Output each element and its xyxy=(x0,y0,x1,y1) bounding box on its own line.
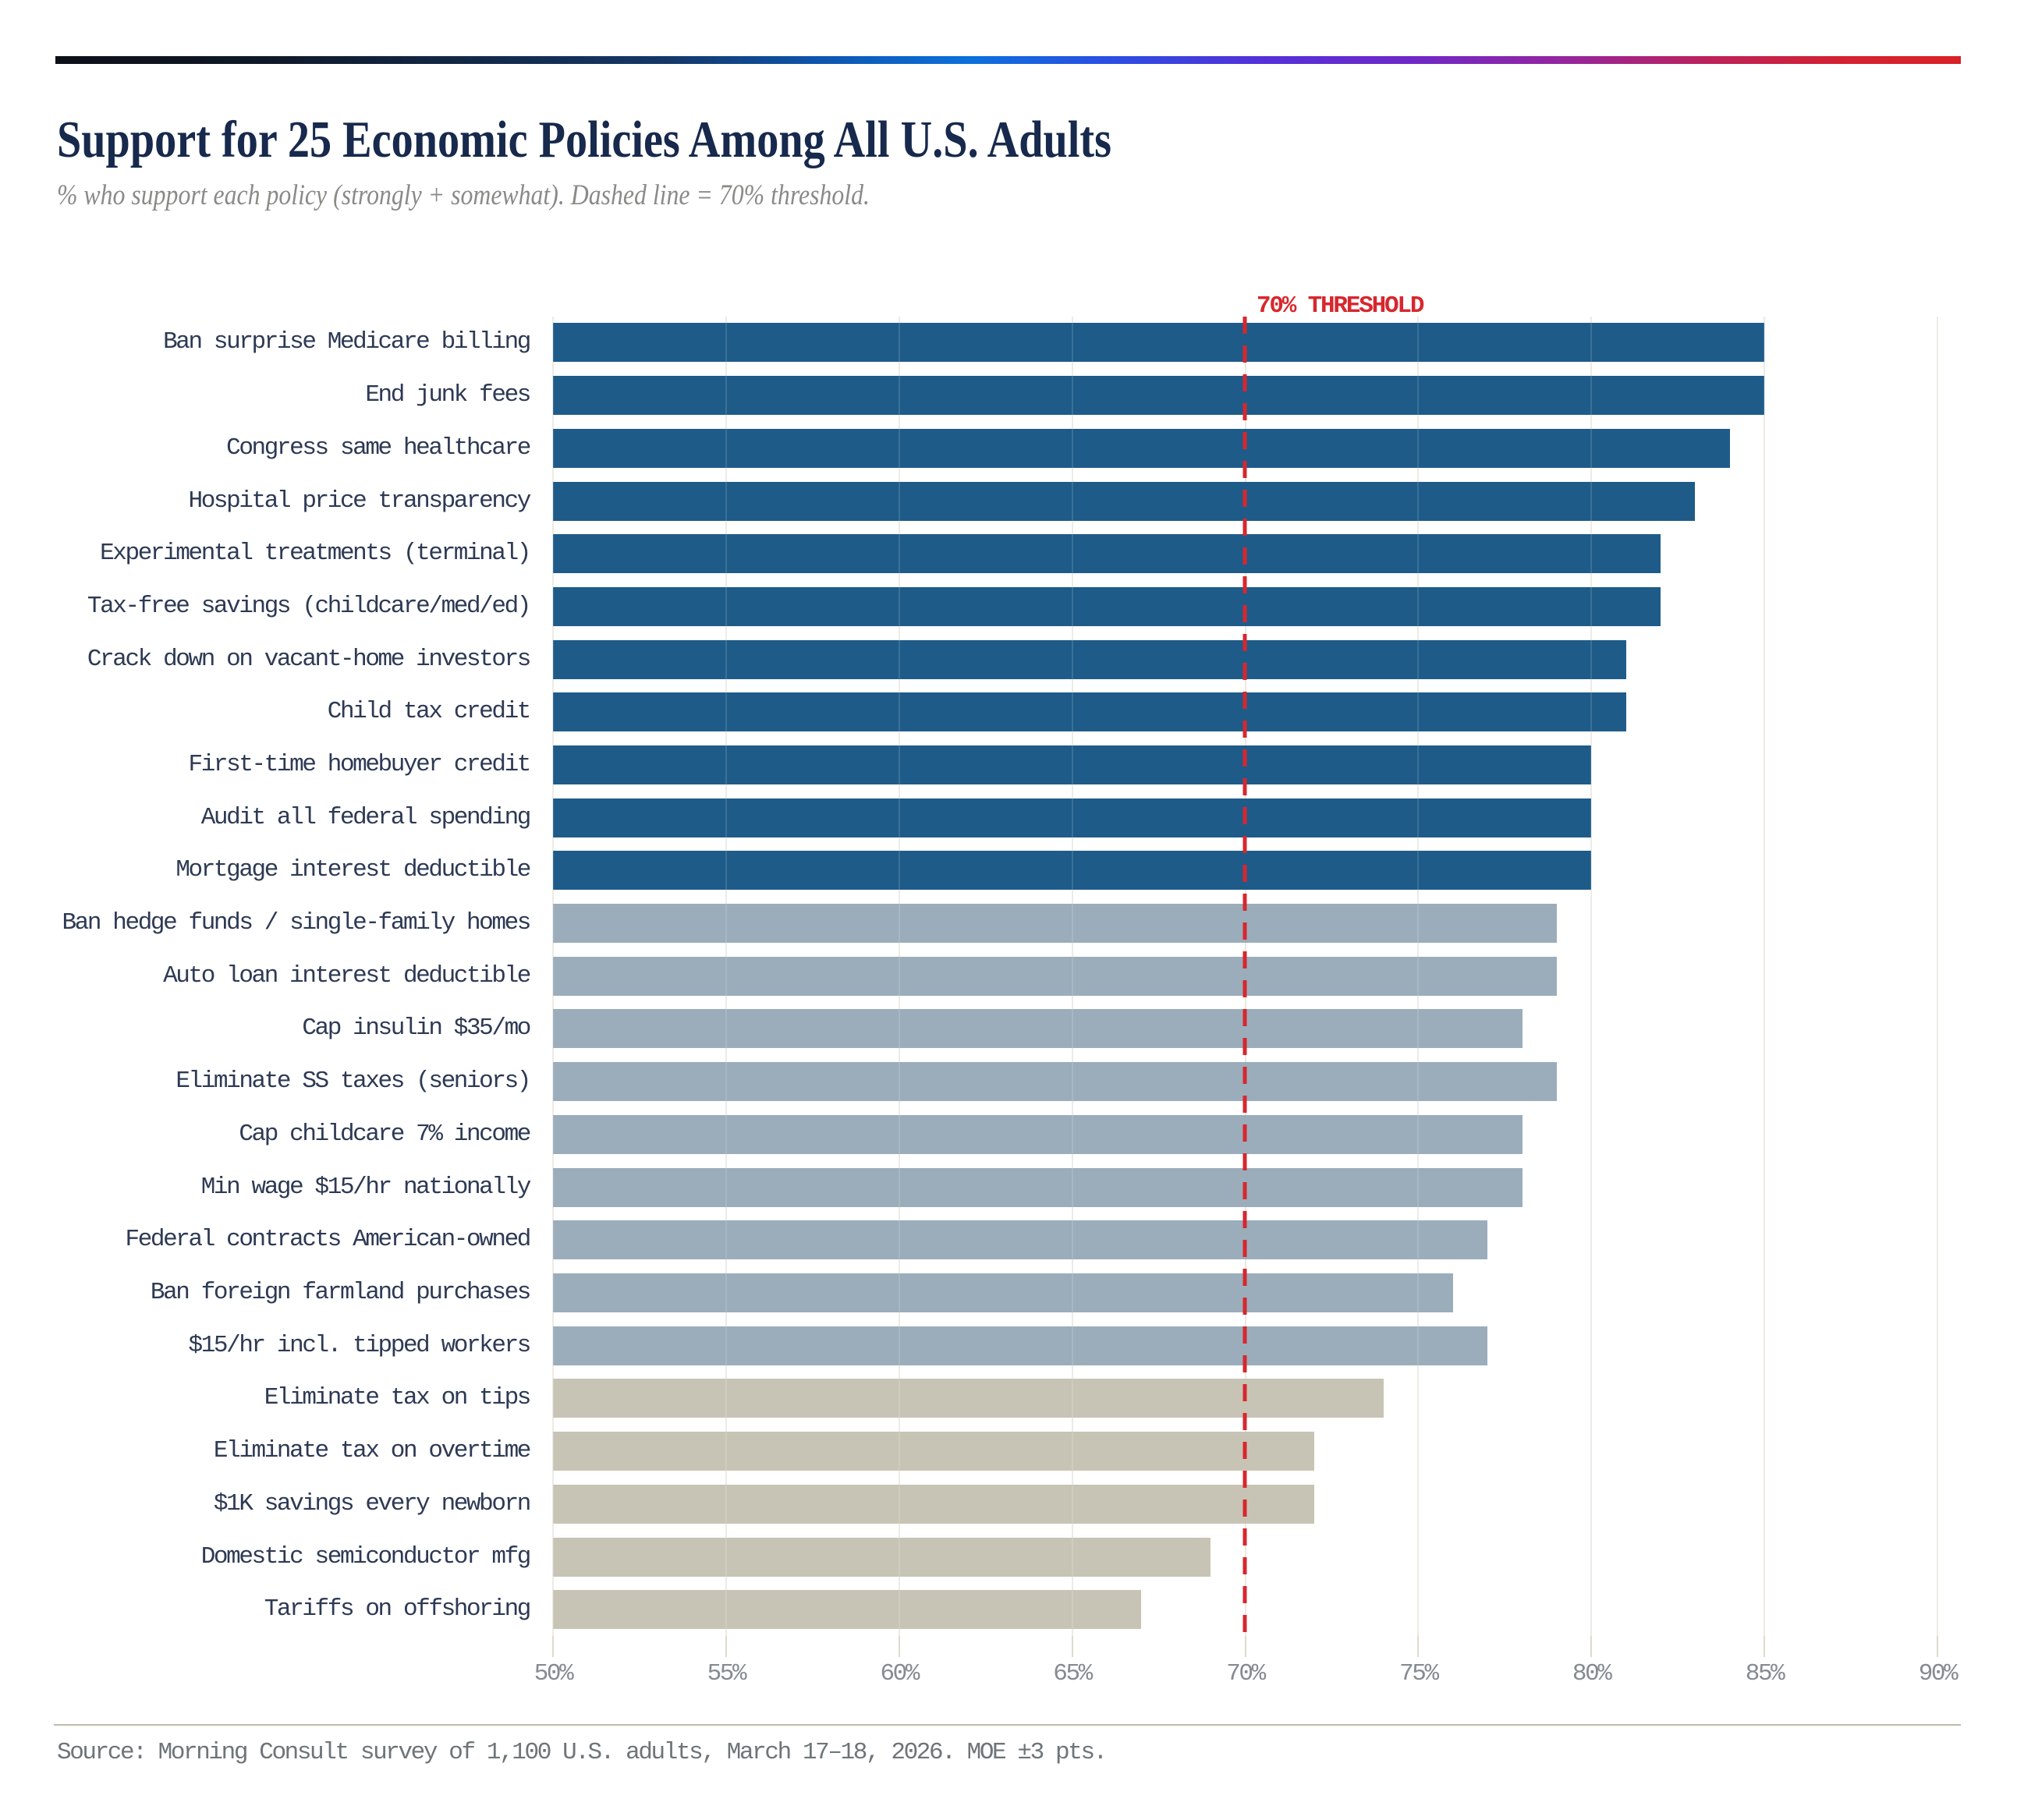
svg-text:Support for 25 Economic Polici: Support for 25 Economic Policies Among A… xyxy=(57,111,1111,168)
svg-text:% who support each policy (str: % who support each policy (strongly + so… xyxy=(57,179,870,211)
